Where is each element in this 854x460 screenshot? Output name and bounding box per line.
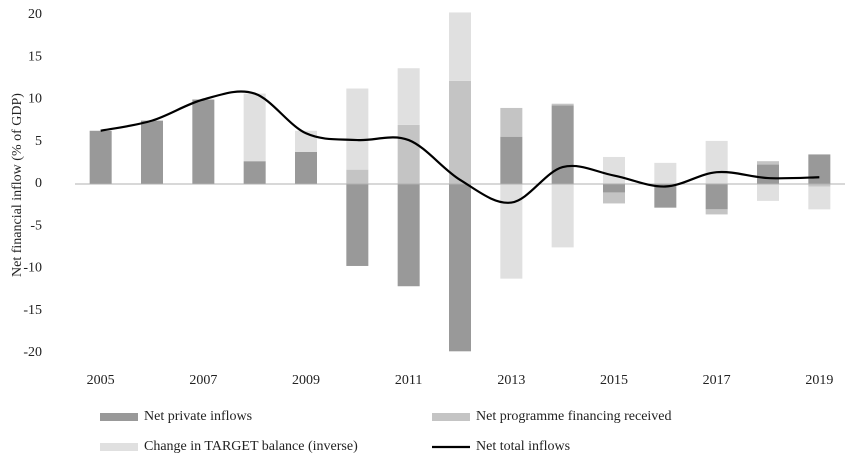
- legend-label: Net total inflows: [476, 439, 570, 454]
- bar: [449, 80, 471, 184]
- bar: [346, 184, 369, 266]
- legend-label: Net programme financing received: [476, 409, 672, 424]
- bar: [705, 209, 728, 215]
- bar: [603, 184, 625, 193]
- bar: [654, 184, 677, 208]
- bar: [808, 184, 831, 187]
- bar: [551, 103, 574, 106]
- x-tick-label: 2011: [395, 373, 422, 388]
- bar: [808, 154, 831, 184]
- bar: [757, 184, 779, 201]
- bar: [705, 184, 728, 210]
- x-tick-label: 2005: [87, 373, 115, 388]
- bar: [397, 184, 420, 287]
- y-tick-label: -5: [30, 218, 42, 233]
- bar: [397, 124, 420, 184]
- bar: [757, 164, 779, 184]
- x-tick-label: 2013: [497, 373, 525, 388]
- bar: [397, 68, 420, 125]
- y-tick-label: 10: [28, 92, 42, 107]
- x-tick-label: 2015: [600, 373, 628, 388]
- legend-label: Change in TARGET balance (inverse): [144, 439, 358, 454]
- y-tick-label: 5: [35, 134, 42, 149]
- bar: [551, 105, 574, 184]
- x-tick-label: 2009: [292, 373, 320, 388]
- y-tick-label: 0: [35, 176, 42, 191]
- legend-label: Net private inflows: [144, 409, 252, 424]
- line: [100, 90, 820, 204]
- legend-swatch: [100, 443, 138, 451]
- bar: [654, 162, 677, 184]
- bar: [295, 151, 317, 184]
- legend-swatch: [432, 413, 470, 421]
- x-tick-label: 2007: [189, 373, 217, 388]
- bar: [705, 140, 728, 184]
- x-tick-label: 2017: [703, 373, 731, 388]
- x-tick-label: 2019: [805, 373, 833, 388]
- bar: [500, 107, 523, 137]
- bar: [603, 156, 625, 184]
- bar: [449, 12, 471, 81]
- bar: [603, 192, 625, 204]
- y-axis-label: Net financial inflow (% of GDP): [10, 93, 25, 277]
- legend-swatch: [100, 413, 138, 421]
- bar: [89, 130, 112, 184]
- bar: [500, 184, 523, 279]
- bar: [192, 99, 215, 184]
- bar: [808, 186, 831, 210]
- bar: [449, 184, 471, 352]
- bar: [346, 169, 369, 184]
- bar: [346, 88, 369, 170]
- bar: [141, 120, 163, 184]
- y-tick-label: -20: [23, 345, 42, 360]
- bar: [757, 161, 779, 165]
- y-tick-label: -15: [23, 303, 42, 318]
- y-tick-label: 20: [28, 7, 42, 22]
- bar: [500, 136, 523, 184]
- bar: [243, 93, 266, 162]
- y-tick-label: 15: [28, 49, 42, 64]
- bar: [551, 184, 574, 248]
- bar: [243, 161, 266, 184]
- y-tick-label: -10: [23, 261, 42, 276]
